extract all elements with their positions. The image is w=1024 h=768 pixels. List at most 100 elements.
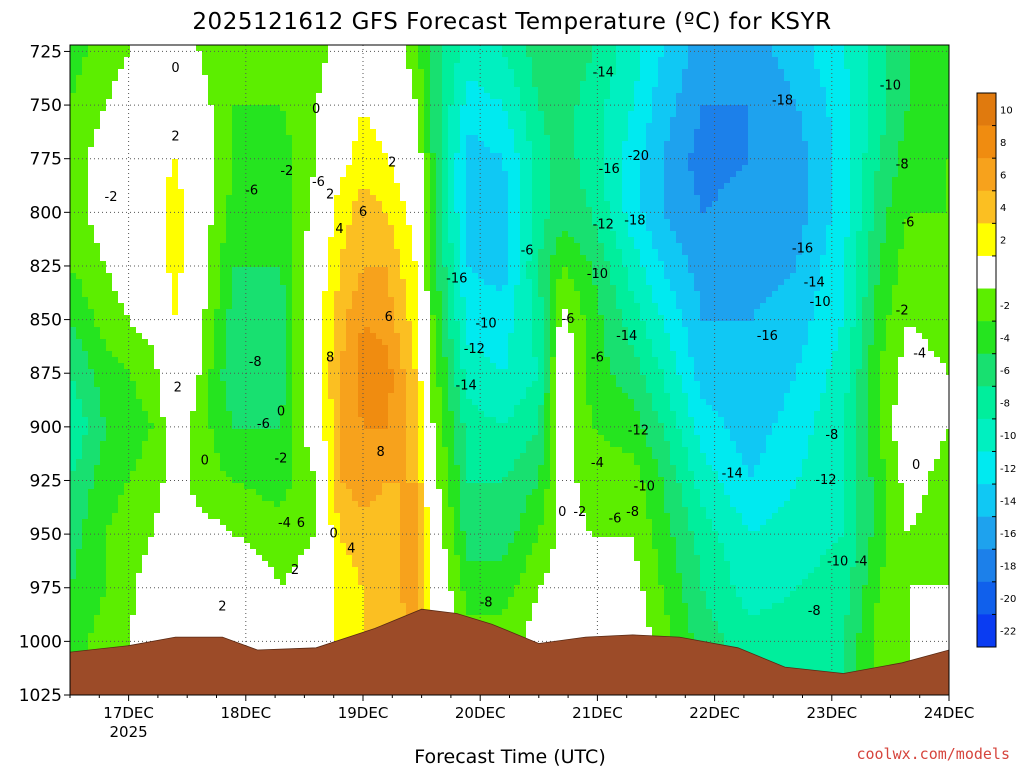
temperature-cell [88,447,95,454]
temperature-cell [244,393,251,400]
temperature-cell [148,621,155,628]
temperature-cell [124,495,131,502]
temperature-cell [160,573,167,580]
temperature-cell [154,315,161,322]
temperature-cell [196,309,203,316]
temperature-cell [106,501,113,508]
temperature-cell [94,639,101,646]
temperature-cell [124,501,131,508]
temperature-cell [106,573,113,580]
temperature-cell [208,477,215,484]
temperature-cell [208,249,215,256]
temperature-cell [196,69,203,76]
temperature-cell [82,99,89,106]
temperature-cell [208,615,215,622]
temperature-cell [238,597,245,604]
temperature-cell [82,549,89,556]
temperature-cell [100,453,107,460]
temperature-cell [88,633,95,640]
temperature-cell [70,165,77,172]
temperature-cell [184,495,191,502]
temperature-cell [166,411,173,418]
temperature-cell [226,483,233,490]
temperature-cell [184,465,191,472]
temperature-cell [148,525,155,532]
temperature-cell [100,543,107,550]
temperature-cell [208,207,215,214]
temperature-cell [196,255,203,262]
temperature-cell [238,573,245,580]
temperature-cell [208,273,215,280]
temperature-cell [136,87,143,94]
temperature-cell [166,375,173,382]
temperature-cell [112,597,119,604]
temperature-cell [94,201,101,208]
temperature-cell [214,543,221,550]
temperature-cell [154,273,161,280]
temperature-cell [166,507,173,514]
temperature-cell [124,339,131,346]
temperature-cell [250,117,257,124]
temperature-cell [166,159,173,166]
temperature-cell [142,387,149,394]
temperature-cell [250,165,257,172]
temperature-cell [106,273,113,280]
temperature-cell [118,93,125,100]
temperature-cell [232,147,239,154]
temperature-cell [88,375,95,382]
temperature-cell [214,147,221,154]
temperature-cell [154,231,161,238]
temperature-cell [208,417,215,424]
temperature-cell [202,75,209,82]
temperature-cell [202,627,209,634]
temperature-cell [202,441,209,448]
temperature-cell [220,315,227,322]
temperature-cell [166,543,173,550]
temperature-cell [196,489,203,496]
temperature-cell [232,345,239,352]
temperature-cell [124,147,131,154]
temperature-cell [76,123,83,130]
temperature-cell [154,573,161,580]
temperature-cell [124,267,131,274]
temperature-cell [148,81,155,88]
temperature-cell [244,627,251,634]
temperature-cell [166,321,173,328]
temperature-cell [160,501,167,508]
temperature-cell [100,213,107,220]
temperature-cell [244,99,251,106]
temperature-cell [136,51,143,58]
temperature-cell [136,249,143,256]
temperature-cell [142,81,149,88]
temperature-cell [130,567,137,574]
temperature-cell [238,297,245,304]
temperature-cell [220,153,227,160]
temperature-cell [88,369,95,376]
temperature-cell [166,357,173,364]
temperature-cell [112,219,119,226]
temperature-cell [76,171,83,178]
temperature-cell [124,165,131,172]
temperature-cell [214,621,221,628]
temperature-cell [112,429,119,436]
temperature-cell [82,459,89,466]
temperature-cell [88,105,95,112]
temperature-cell [184,459,191,466]
temperature-cell [100,399,107,406]
temperature-cell [82,183,89,190]
temperature-cell [244,51,251,58]
temperature-cell [100,87,107,94]
temperature-cell [136,549,143,556]
temperature-cell [220,501,227,508]
temperature-cell [88,189,95,196]
temperature-cell [208,537,215,544]
temperature-cell [214,351,221,358]
temperature-cell [100,345,107,352]
temperature-cell [88,429,95,436]
temperature-cell [136,135,143,142]
temperature-cell [148,303,155,310]
temperature-cell [148,447,155,454]
temperature-cell [172,507,179,514]
temperature-cell [226,75,233,82]
temperature-cell [142,429,149,436]
